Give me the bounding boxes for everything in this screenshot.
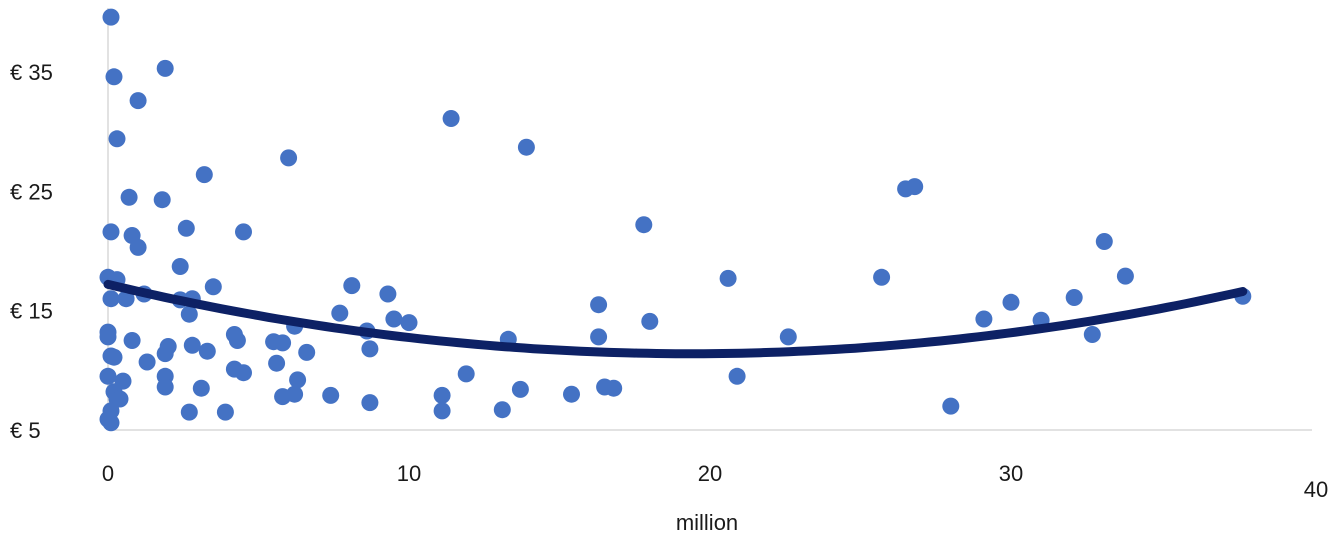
data-point (192, 379, 210, 397)
data-point (117, 290, 135, 308)
y-axis-tick-labels: € 5 € 15 € 25 € 35 (10, 60, 53, 443)
data-point (102, 8, 120, 26)
data-point (906, 178, 924, 196)
y-tick-label: € 5 (10, 418, 41, 443)
data-point (195, 166, 213, 184)
data-point (433, 402, 451, 420)
data-point (198, 342, 216, 360)
data-point (286, 385, 304, 403)
data-point (728, 367, 746, 385)
data-point (379, 285, 397, 303)
data-point (641, 312, 659, 330)
data-point (493, 401, 511, 419)
data-point (1095, 233, 1113, 250)
plot-area (99, 8, 1312, 432)
data-point (268, 354, 286, 372)
data-point (102, 223, 120, 241)
data-point (180, 403, 198, 421)
x-tick-label: 10 (397, 461, 421, 486)
data-point (361, 394, 379, 412)
data-point (171, 258, 189, 275)
data-points (99, 8, 1252, 432)
data-point (590, 328, 608, 346)
x-tick-label: 0 (102, 461, 114, 486)
y-tick-label: € 15 (10, 299, 53, 324)
data-point (590, 296, 608, 314)
y-tick-label: € 35 (10, 60, 53, 85)
data-point (204, 278, 222, 296)
data-point (1002, 293, 1020, 311)
data-point (457, 365, 475, 383)
data-point (159, 338, 177, 355)
data-point (129, 238, 147, 256)
data-point (1116, 267, 1134, 285)
data-point (105, 348, 123, 366)
data-point (289, 371, 307, 389)
data-point (235, 364, 252, 382)
data-point (442, 110, 460, 127)
data-point (400, 314, 418, 332)
data-point (343, 277, 361, 295)
data-point (120, 188, 138, 206)
data-point (138, 353, 156, 371)
data-point (177, 219, 195, 237)
data-point (99, 328, 117, 346)
data-point (511, 380, 529, 398)
data-point (517, 138, 535, 156)
data-point (975, 310, 993, 328)
data-point (635, 216, 653, 234)
y-tick-label: € 25 (10, 179, 53, 204)
data-point (719, 269, 737, 287)
data-point (361, 340, 379, 358)
data-point (105, 68, 123, 86)
data-point (156, 59, 174, 77)
data-point (433, 386, 451, 404)
data-point (156, 378, 174, 396)
data-point (873, 268, 891, 286)
data-point (563, 385, 580, 403)
x-axis-title: million (676, 510, 738, 535)
data-point (183, 336, 201, 354)
data-point (129, 92, 147, 110)
data-point (111, 390, 129, 408)
data-point (235, 223, 252, 241)
x-tick-label: 30 (999, 461, 1023, 486)
x-tick-label: 40 (1304, 477, 1328, 502)
data-point (108, 130, 126, 148)
data-point (153, 191, 171, 209)
data-point (123, 332, 141, 349)
data-point (605, 379, 623, 397)
data-point (779, 328, 797, 346)
data-point (385, 310, 403, 328)
data-point (322, 386, 340, 404)
data-point (280, 149, 298, 167)
x-axis-tick-labels: 0 10 20 30 40 (102, 461, 1328, 502)
data-point (180, 305, 198, 323)
trendline (103, 279, 1248, 359)
data-point (99, 367, 117, 385)
data-point (1083, 326, 1101, 343)
data-point (216, 403, 234, 421)
data-point (102, 414, 120, 432)
data-point (102, 290, 120, 308)
data-point (331, 304, 349, 322)
data-point (274, 334, 292, 352)
data-point (942, 397, 960, 415)
data-point (228, 332, 246, 349)
x-tick-label: 20 (698, 461, 722, 486)
data-point (1065, 289, 1083, 306)
data-point (298, 343, 316, 361)
